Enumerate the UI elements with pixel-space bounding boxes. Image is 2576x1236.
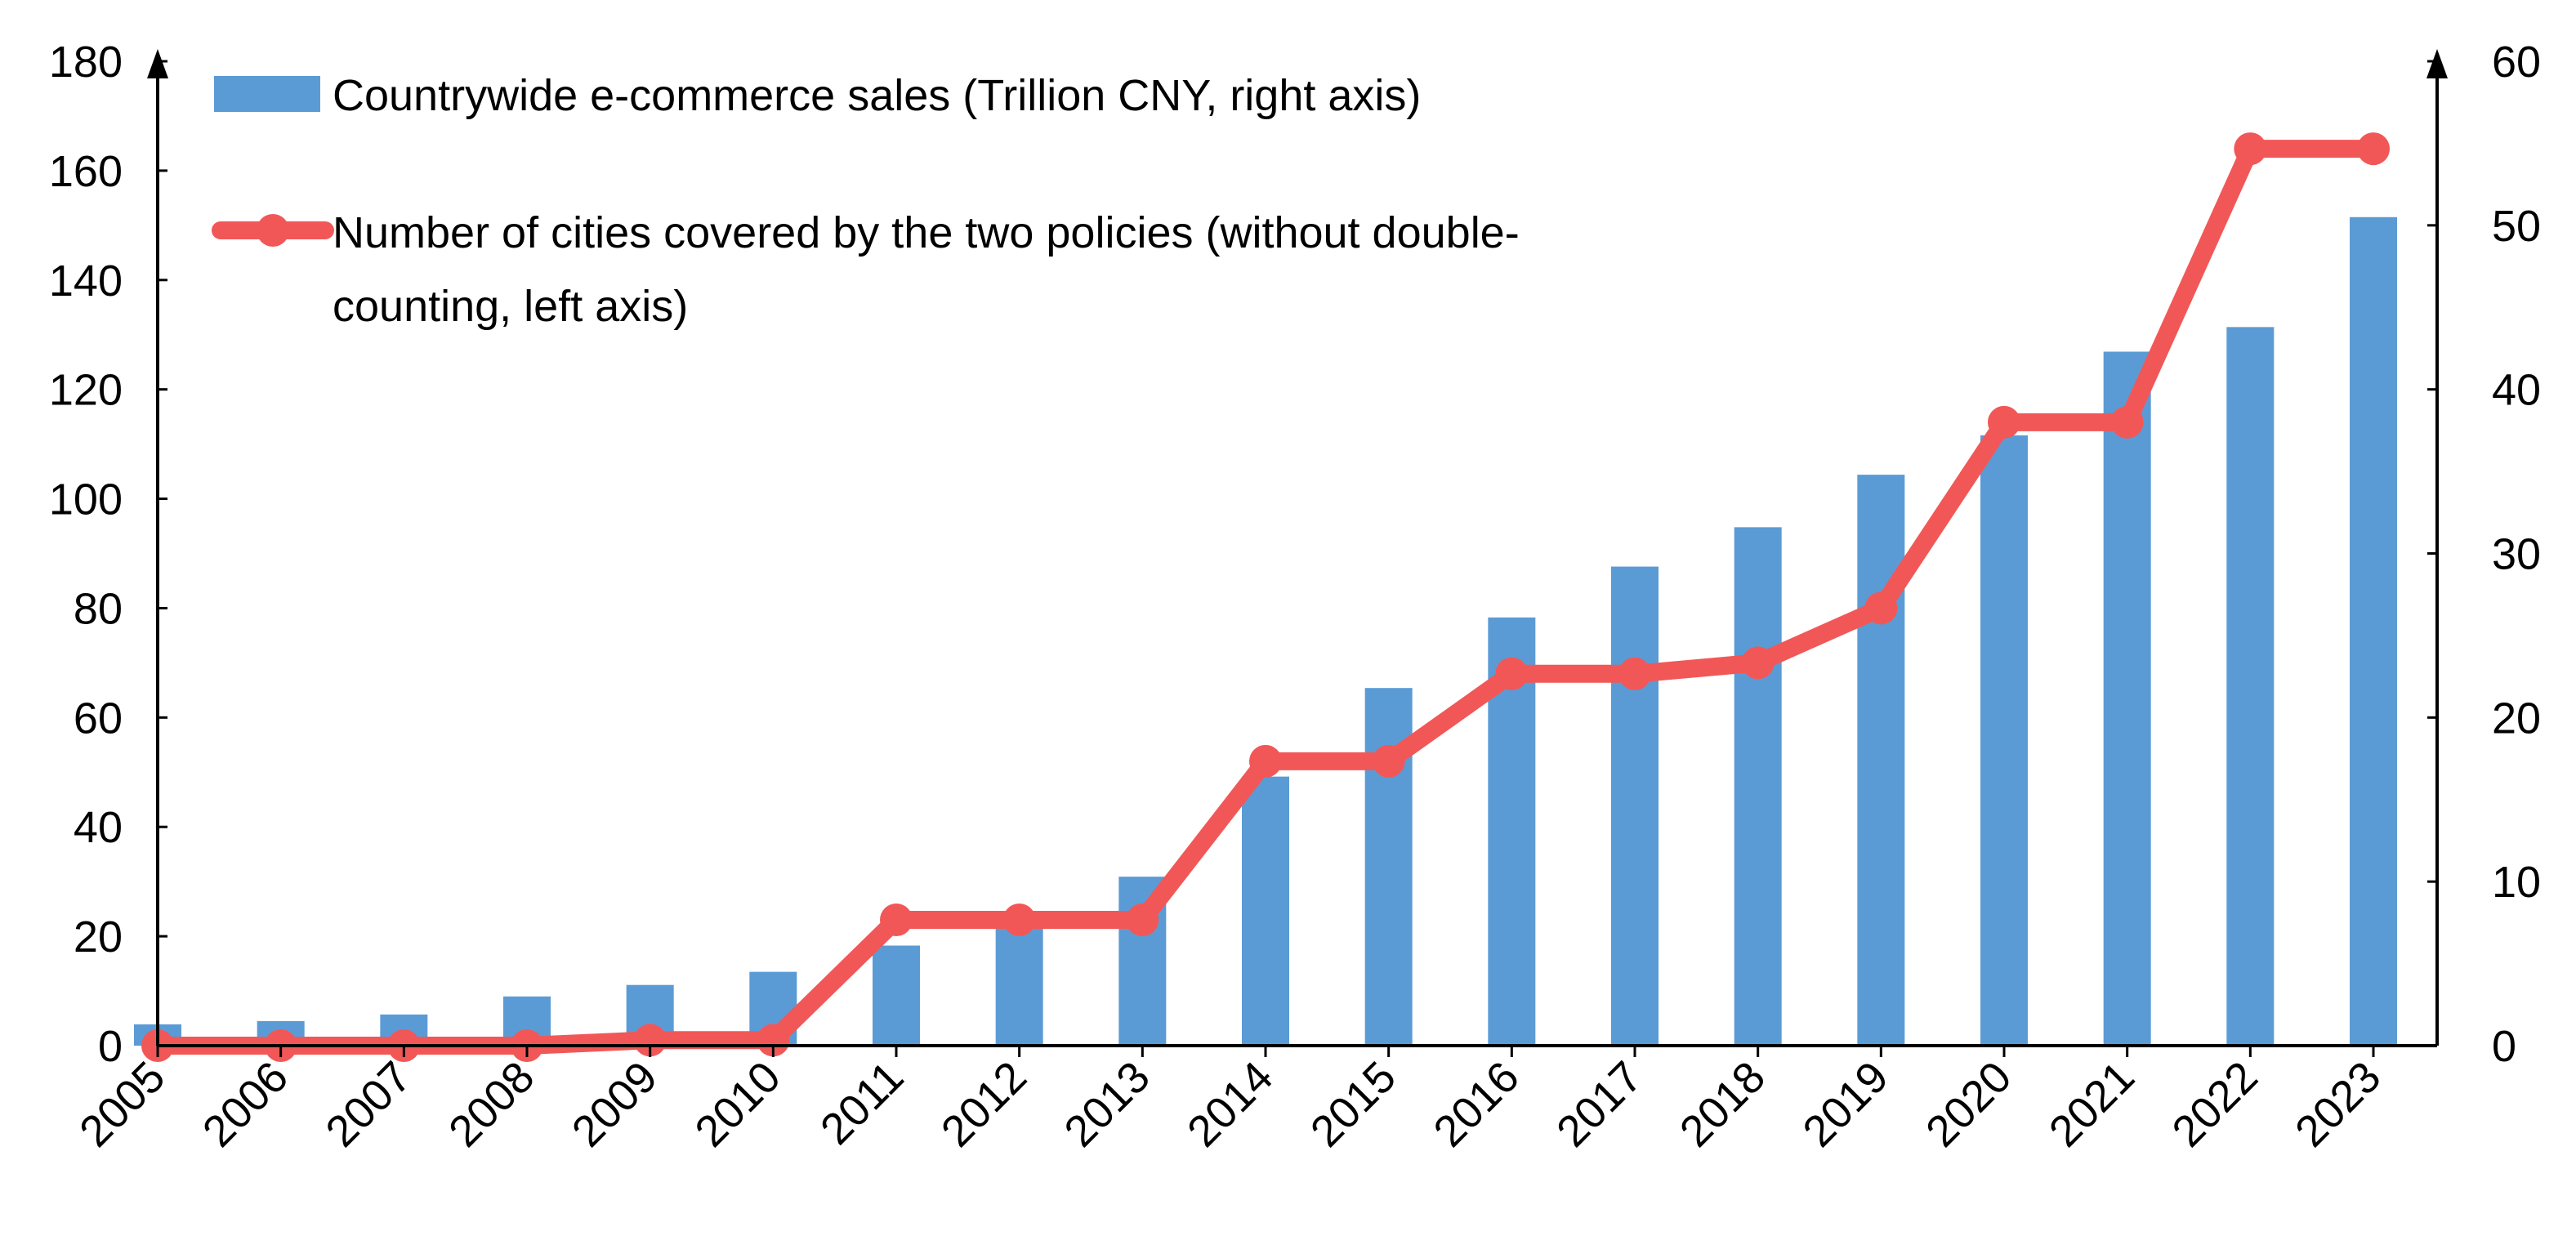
line-point-2012	[1002, 904, 1036, 937]
bar-2014	[1242, 776, 1289, 1046]
left-tick-label-80: 80	[74, 584, 123, 633]
bar-2022	[2226, 327, 2275, 1046]
legend-bar-swatch	[214, 76, 320, 112]
x-tick-label-2012: 2012	[932, 1052, 1036, 1156]
legend-bar-label: Countrywide e-commerce sales (Trillion C…	[333, 71, 1421, 120]
x-tick-label-2016: 2016	[1424, 1052, 1528, 1156]
x-tick-label-2015: 2015	[1301, 1052, 1405, 1156]
left-tick-label-0: 0	[98, 1022, 123, 1071]
right-tick-label-0: 0	[2492, 1022, 2516, 1071]
bar-series	[134, 216, 2397, 1046]
right-tick-label-10: 10	[2492, 858, 2541, 907]
x-tick-label-2020: 2020	[1917, 1052, 2020, 1156]
legend-line-label-2: counting, left axis)	[333, 282, 688, 331]
x-tick-label-2021: 2021	[2040, 1052, 2144, 1156]
left-tick-label-60: 60	[74, 694, 123, 743]
bar-2017	[1611, 566, 1659, 1046]
left-tick-label-120: 120	[49, 366, 123, 415]
line-point-2011	[880, 904, 913, 937]
line-point-2023	[2357, 132, 2390, 166]
x-tick-label-2014: 2014	[1178, 1052, 1282, 1156]
line-point-2019	[1864, 591, 1898, 625]
left-tick-label-40: 40	[74, 803, 123, 852]
x-axis-ticks: 2005 2006 2007 2008 2009 2010 2011 2012 2013 2014…	[70, 1046, 2390, 1156]
x-tick-label-2018: 2018	[1671, 1052, 1775, 1156]
right-tick-label-30: 30	[2492, 530, 2541, 579]
bar-2018	[1734, 527, 1782, 1046]
x-tick-label-2022: 2022	[2163, 1052, 2266, 1156]
right-axis-arrow	[2426, 49, 2448, 78]
x-tick-label-2009: 2009	[563, 1052, 667, 1156]
bar-2020	[1980, 435, 2028, 1046]
line-point-2015	[1372, 744, 1405, 778]
line-point-2016	[1495, 657, 1529, 690]
x-tick-label-2007: 2007	[316, 1052, 420, 1156]
left-axis-ticks: 0 20 40 60 80 100 120 140 160 180	[49, 38, 167, 1071]
x-tick-label-2023: 2023	[2286, 1052, 2390, 1156]
line-point-2021	[2110, 405, 2144, 439]
legend: Countrywide e-commerce sales (Trillion C…	[212, 71, 1520, 331]
line-point-2009	[633, 1024, 667, 1057]
x-tick-label-2013: 2013	[1055, 1052, 1159, 1156]
left-tick-label-20: 20	[74, 912, 123, 962]
left-tick-label-180: 180	[49, 38, 123, 87]
x-tick-label-2011: 2011	[811, 1052, 913, 1154]
left-axis-arrow	[147, 49, 168, 78]
x-tick-label-2010: 2010	[685, 1052, 789, 1156]
line-point-2010	[757, 1024, 790, 1057]
line-point-2022	[2234, 132, 2267, 166]
right-axis-ticks: 0 10 20 30 40 50 60	[2427, 38, 2541, 1071]
axes	[147, 49, 2448, 1047]
right-tick-label-50: 50	[2492, 202, 2541, 251]
legend-line-marker	[257, 214, 289, 247]
right-tick-label-40: 40	[2492, 366, 2541, 415]
right-tick-label-20: 20	[2492, 694, 2541, 743]
line-point-2020	[1988, 405, 2020, 439]
line-point-2014	[1249, 744, 1282, 778]
right-tick-label-60: 60	[2492, 38, 2541, 87]
left-tick-label-100: 100	[49, 475, 123, 524]
left-tick-label-160: 160	[49, 147, 123, 196]
line-point-2018	[1741, 646, 1775, 680]
left-tick-label-140: 140	[49, 257, 123, 306]
x-tick-label-2019: 2019	[1793, 1052, 1897, 1156]
bar-2023	[2350, 216, 2397, 1046]
line-point-2017	[1618, 657, 1651, 690]
legend-line-label-1: Number of cities covered by the two poli…	[333, 208, 1520, 257]
bar-2011	[873, 945, 920, 1046]
bar-2021	[2103, 351, 2151, 1046]
x-tick-label-2017: 2017	[1547, 1052, 1651, 1156]
bar-2019	[1857, 475, 1905, 1046]
x-tick-label-2008: 2008	[440, 1052, 543, 1156]
x-tick-label-2006: 2006	[194, 1052, 297, 1156]
line-point-2013	[1126, 904, 1159, 937]
